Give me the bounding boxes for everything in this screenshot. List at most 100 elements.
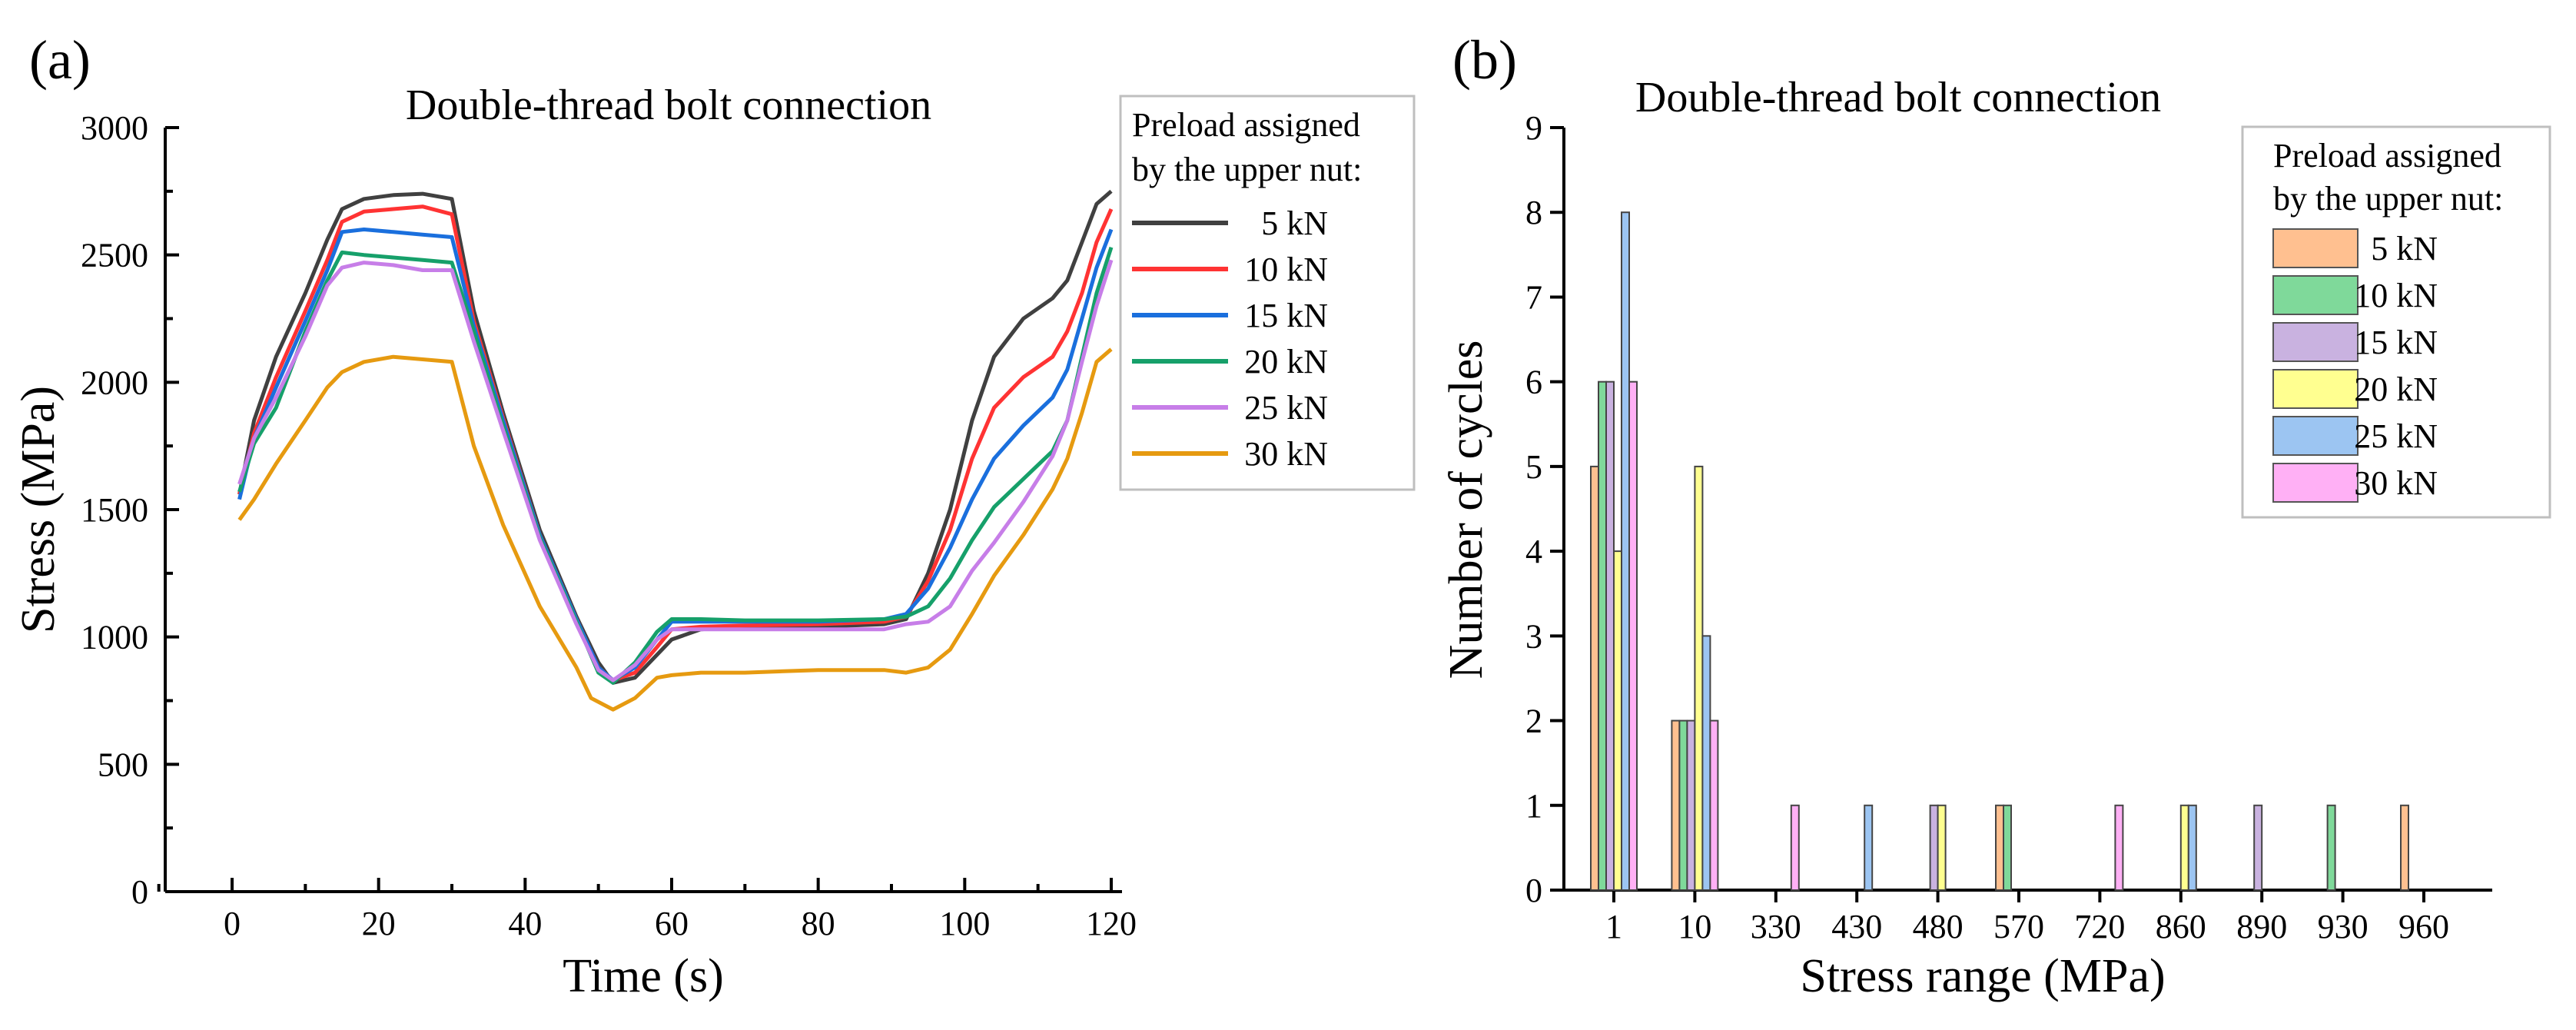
panel-a-y-tick-label: 0 [131, 873, 148, 911]
panel-b-x-tick-label: 720 [2074, 908, 2125, 945]
panel-a-y-tick-label: 500 [98, 746, 148, 783]
panel-a-legend-frame [1119, 95, 1416, 491]
panel-b-y-tick-label: 3 [1525, 617, 1542, 655]
bar-15-kn-480 [1929, 804, 1939, 892]
panel-a-x-ticks: 0 20 40 60 80 100 120 [157, 878, 1137, 942]
panel-b-x-tick-label: 570 [1993, 908, 2044, 945]
panel-b-legend: Preload assigned by the upper nut: 5 kN 1… [2241, 125, 2551, 519]
legend-color-swatch [2272, 463, 2359, 503]
panel-b-x-tick-label: 860 [2156, 908, 2206, 945]
panel-b-label: (b) [1452, 29, 1517, 91]
panel-b-y-tick-label: 7 [1525, 278, 1542, 316]
legend-entry-label: 25 kN [1244, 389, 1328, 427]
panel-a-x-axis-label: Time (s) [563, 950, 724, 1002]
bar-30-kn-1 [1628, 380, 1638, 891]
panel-b-bars [1590, 211, 2409, 892]
panel-a-x-tick-label: 80 [802, 905, 835, 942]
panel-b-y-ticks: 0 1 2 3 4 5 6 7 8 9 [1525, 109, 1564, 909]
panel-b-y-tick-label: 1 [1525, 787, 1542, 825]
panel-a-label: (a) [29, 29, 91, 91]
panel-b-x-tick-label: 430 [1831, 908, 1882, 945]
panel-a-x-tick-label: 20 [362, 905, 396, 942]
legend-entry-label: 20 kN [2354, 370, 2438, 408]
legend-color-swatch [2272, 322, 2359, 362]
panel-b-y-tick-label: 0 [1525, 872, 1542, 909]
bar-10-kn-930 [2326, 804, 2336, 892]
bar-20-kn-1 [1613, 550, 1622, 891]
panel-a-y-tick-label: 3000 [81, 109, 148, 147]
panel-a-y-tick-label: 2500 [81, 237, 148, 274]
legend-color-swatch [2272, 228, 2359, 268]
panel-b-title: Double-thread bolt connection [1635, 74, 2161, 121]
legend-entry-label: 5 kN [2371, 230, 2438, 267]
panel-b-x-ticks: 1 10 330 430 480 570 720 860 890 930 960 [1605, 890, 2449, 945]
bar-25-kn-430 [1864, 804, 1874, 892]
bar-30-kn-720 [2114, 804, 2124, 892]
bar-15-kn-10 [1686, 719, 1696, 891]
bar-30-kn-330 [1790, 804, 1800, 892]
bar-5-kn-570 [1995, 804, 2004, 892]
panel-a-series-lines [237, 189, 1114, 712]
panel-b-x-tick-label: 960 [2398, 908, 2449, 945]
bar-30-kn-10 [1709, 719, 1719, 891]
panel-b-x-tick-label: 330 [1751, 908, 1801, 945]
series-line-15-kn [237, 228, 1114, 683]
series-line-30-kn [237, 347, 1113, 712]
panel-b-y-tick-label: 8 [1525, 194, 1542, 231]
series-line-5-kn [237, 189, 1113, 685]
legend-entry-label: 5 kN [1261, 204, 1328, 242]
panel-b-y-tick-label: 4 [1525, 533, 1542, 570]
bar-10-kn-1 [1598, 380, 1607, 891]
panel-a-x-tick-label: 40 [508, 905, 542, 942]
panel-b-y-tick-label: 6 [1525, 364, 1542, 401]
bar-20-kn-860 [2179, 804, 2189, 892]
bar-25-kn-860 [2187, 804, 2197, 892]
panel-a-axes [164, 128, 1122, 893]
legend-entry-label: 10 kN [1244, 251, 1328, 288]
bar-20-kn-10 [1694, 465, 1704, 891]
panel-a-legend-title-line1: Preload assigned [1132, 106, 1360, 144]
bar-20-kn-480 [1937, 804, 1947, 892]
legend-color-swatch [2272, 416, 2359, 456]
bar-10-kn-10 [1678, 719, 1688, 891]
panel-a-y-tick-label: 1500 [81, 491, 148, 529]
panel-b-x-tick-label: 890 [2236, 908, 2287, 945]
panel-a-x-tick-label: 120 [1086, 905, 1137, 942]
panel-b-x-tick-label: 10 [1678, 908, 1711, 945]
panel-b-legend-items: 5 kN 10 kN 15 kN 20 kN 25 kN 30 kN [2272, 228, 2438, 503]
legend-color-swatch [2272, 369, 2359, 409]
bar-5-kn-960 [2400, 804, 2409, 892]
panel-b-x-axis-label: Stress range (MPa) [1800, 950, 2165, 1002]
bar-25-kn-1 [1621, 211, 1630, 891]
panel-b-x-tick-label: 930 [2318, 908, 2369, 945]
panel-b-legend-title-line2: by the upper nut: [2273, 180, 2503, 218]
panel-a-x-tick-label: 0 [224, 905, 241, 942]
panel-a-y-ticks: 0 500 1000 1500 2000 2500 3000 [81, 109, 179, 911]
bar-15-kn-1 [1605, 380, 1615, 891]
panel-b-y-tick-label: 2 [1525, 703, 1542, 740]
panel-b: (b) Double-thread bolt connection 0 1 2 3 4 5… [1440, 29, 2551, 1002]
series-line-25-kn [237, 259, 1114, 683]
panel-b-y-tick-label: 9 [1525, 109, 1542, 147]
panel-b-legend-title-line1: Preload assigned [2273, 137, 2501, 174]
legend-entry-label: 15 kN [2354, 324, 2438, 361]
bar-15-kn-890 [2253, 804, 2263, 892]
panel-a-legend-title-line2: by the upper nut: [1132, 151, 1362, 188]
panel-a-y-tick-label: 1000 [81, 619, 148, 656]
panel-a-x-tick-label: 60 [655, 905, 689, 942]
legend-color-swatch [2272, 275, 2359, 315]
bar-10-kn-570 [2003, 804, 2012, 892]
panel-a-y-tick-label: 2000 [81, 364, 148, 401]
panel-a: (a) Double-thread bolt connection 0 20 40 6… [12, 29, 1416, 1002]
legend-entry-label: 30 kN [2354, 464, 2438, 502]
legend-entry-label: 20 kN [1244, 343, 1328, 380]
panel-a-legend: Preload assigned by the upper nut: 5 kN 1… [1119, 95, 1416, 491]
panel-a-title: Double-thread bolt connection [406, 81, 931, 129]
panel-a-x-tick-label: 100 [939, 905, 990, 942]
series-line-10-kn [237, 204, 1114, 683]
panel-b-y-axis-label: Number of cycles [1440, 341, 1492, 679]
bar-5-kn-1 [1590, 465, 1599, 891]
series-line-20-kn [237, 246, 1114, 685]
panel-a-y-axis-label: Stress (MPa) [12, 386, 65, 633]
